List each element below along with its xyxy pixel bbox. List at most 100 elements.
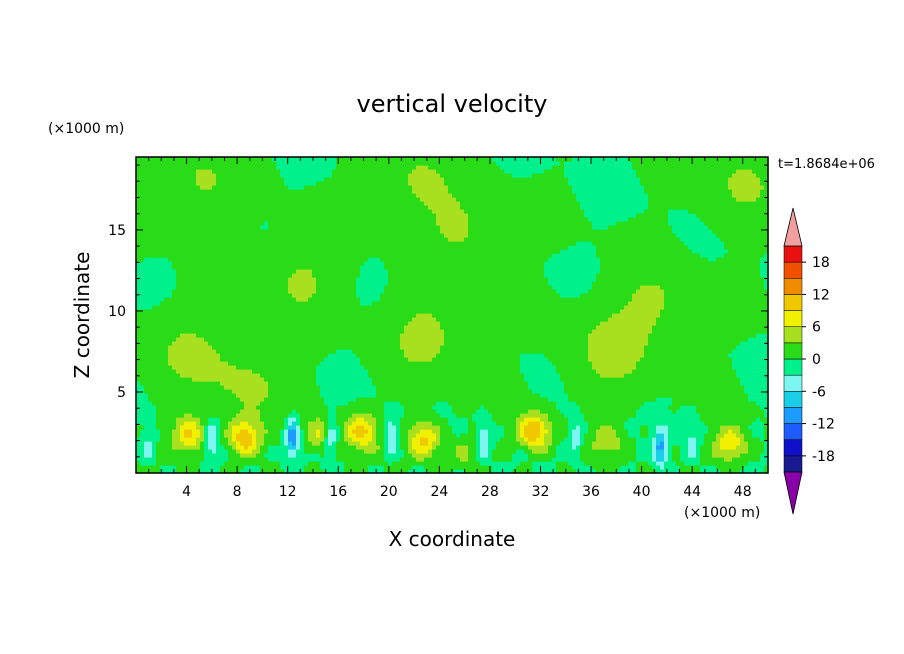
contour-cell xyxy=(220,433,225,438)
contour-cell xyxy=(152,433,157,438)
contour-cell xyxy=(336,373,341,378)
contour-cell xyxy=(232,389,237,394)
contour-cell xyxy=(300,369,305,374)
contour-cell xyxy=(156,461,161,466)
contour-cell xyxy=(288,457,293,462)
contour-cell xyxy=(708,457,713,462)
contour-cell xyxy=(648,353,653,358)
contour-cell xyxy=(396,429,401,434)
contour-cell xyxy=(152,425,157,430)
contour-cell xyxy=(392,361,397,366)
contour-cell xyxy=(744,389,749,394)
contour-cell xyxy=(404,393,409,398)
contour-cell xyxy=(548,361,553,366)
contour-cell xyxy=(300,385,305,390)
contour-cell xyxy=(172,385,177,390)
contour-cell xyxy=(584,361,589,366)
contour-cell xyxy=(580,433,585,438)
contour-cell xyxy=(256,405,261,410)
contour-cell xyxy=(304,385,309,390)
contour-cell xyxy=(324,377,329,382)
contour-cell xyxy=(204,377,209,382)
contour-cell xyxy=(352,433,357,438)
contour-cell xyxy=(668,349,673,354)
contour-cell xyxy=(712,449,717,454)
contour-cell xyxy=(388,421,393,426)
contour-cell xyxy=(516,429,521,434)
contour-cell xyxy=(392,369,397,374)
contour-cell xyxy=(568,373,573,378)
contour-cell xyxy=(692,457,697,462)
contour-cell xyxy=(692,409,697,414)
contour-cell xyxy=(692,425,697,430)
contour-cell xyxy=(404,377,409,382)
contour-cell xyxy=(312,349,317,354)
contour-cell xyxy=(164,445,169,450)
contour-cell xyxy=(156,353,161,358)
contour-cell xyxy=(368,377,373,382)
contour-cell xyxy=(588,357,593,362)
contour-cell xyxy=(444,465,449,470)
contour-cell xyxy=(544,433,549,438)
contour-cell xyxy=(208,421,213,426)
contour-cell xyxy=(600,409,605,414)
contour-cell xyxy=(428,449,433,454)
contour-cell xyxy=(228,397,233,402)
chart-title: vertical velocity xyxy=(357,90,548,118)
contour-cell xyxy=(516,441,521,446)
contour-cell xyxy=(664,457,669,462)
contour-cell xyxy=(756,465,761,470)
contour-cell xyxy=(284,453,289,458)
contour-cell xyxy=(224,469,229,474)
contour-cell xyxy=(600,461,605,466)
contour-cell xyxy=(368,373,373,378)
contour-cell xyxy=(720,361,725,366)
contour-cell xyxy=(460,409,465,414)
contour-cell xyxy=(316,361,321,366)
contour-cell xyxy=(464,437,469,442)
contour-cell xyxy=(156,437,161,442)
contour-cell xyxy=(400,465,405,470)
contour-cell xyxy=(580,349,585,354)
contour-cell xyxy=(500,381,505,386)
contour-cell xyxy=(316,385,321,390)
contour-cell xyxy=(520,417,525,422)
contour-cell xyxy=(272,433,277,438)
contour-cell xyxy=(408,397,413,402)
contour-cell xyxy=(460,345,465,350)
contour-cell xyxy=(428,357,433,362)
contour-cell xyxy=(484,393,489,398)
contour-cell xyxy=(400,385,405,390)
contour-cell xyxy=(528,409,533,414)
contour-cell xyxy=(180,469,185,474)
contour-cell xyxy=(196,429,201,434)
contour-cell xyxy=(440,469,445,474)
contour-cell xyxy=(420,361,425,366)
contour-cell xyxy=(264,449,269,454)
contour-cell xyxy=(652,421,657,426)
contour-cell xyxy=(168,409,173,414)
contour-cell xyxy=(328,425,333,430)
contour-cell xyxy=(608,409,613,414)
contour-cell xyxy=(728,397,733,402)
contour-cell xyxy=(172,449,177,454)
contour-cell xyxy=(348,461,353,466)
contour-cell xyxy=(220,425,225,430)
contour-cell xyxy=(704,349,709,354)
contour-cell xyxy=(348,413,353,418)
contour-cell xyxy=(280,373,285,378)
contour-cell xyxy=(152,465,157,470)
contour-cell xyxy=(664,405,669,410)
contour-cell xyxy=(200,449,205,454)
contour-cell xyxy=(464,445,469,450)
contour-cell xyxy=(668,461,673,466)
contour-cell xyxy=(252,433,257,438)
contour-cell xyxy=(552,385,557,390)
contour-cell xyxy=(468,381,473,386)
contour-cell xyxy=(308,465,313,470)
contour-cell xyxy=(296,349,301,354)
contour-cell xyxy=(584,369,589,374)
contour-cell xyxy=(148,413,153,418)
contour-cell xyxy=(428,389,433,394)
contour-cell xyxy=(552,437,557,442)
